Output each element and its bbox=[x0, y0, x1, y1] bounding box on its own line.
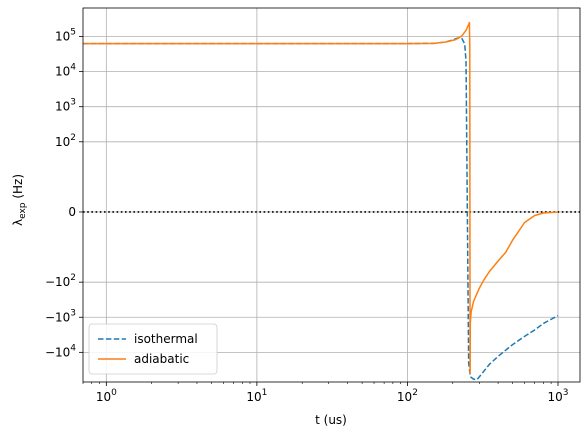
y-tick-label: 104 bbox=[55, 63, 76, 79]
y-tick-label: 105 bbox=[55, 28, 76, 44]
legend-label-isothermal: isothermal bbox=[134, 332, 198, 346]
y-tick-labels: 105 104 103 102 0 −102 −103 −104 bbox=[45, 28, 76, 360]
axes-frame bbox=[82, 7, 581, 383]
y-tick-label: −104 bbox=[45, 343, 76, 359]
series-line-adiabatic bbox=[83, 21, 559, 375]
axes bbox=[79, 7, 581, 386]
y-tick-label: −102 bbox=[45, 273, 76, 289]
plot-background bbox=[83, 8, 580, 382]
legend: isothermal adiabatic bbox=[88, 323, 218, 375]
series-line-isothermal bbox=[83, 37, 559, 381]
x-tick-label: 103 bbox=[547, 388, 568, 404]
y-tick-label: −103 bbox=[45, 308, 76, 324]
y-tick-label: 103 bbox=[55, 98, 76, 114]
plot-area bbox=[83, 8, 580, 382]
y-tick-label: 102 bbox=[55, 133, 76, 149]
x-tick-label: 100 bbox=[96, 388, 117, 404]
legend-label-adiabatic: adiabatic bbox=[134, 352, 189, 366]
x-tick-label: 101 bbox=[246, 388, 267, 404]
x-tick-labels: 100 101 102 103 bbox=[96, 388, 569, 404]
series-layer bbox=[83, 21, 580, 381]
grid bbox=[83, 8, 580, 382]
legend-box bbox=[88, 323, 218, 375]
x-axis-label: t (us) bbox=[315, 413, 347, 427]
y-tick-label: 0 bbox=[68, 205, 76, 219]
y-axis-label: λexp (Hz) bbox=[11, 174, 28, 226]
x-tick-label: 102 bbox=[397, 388, 418, 404]
